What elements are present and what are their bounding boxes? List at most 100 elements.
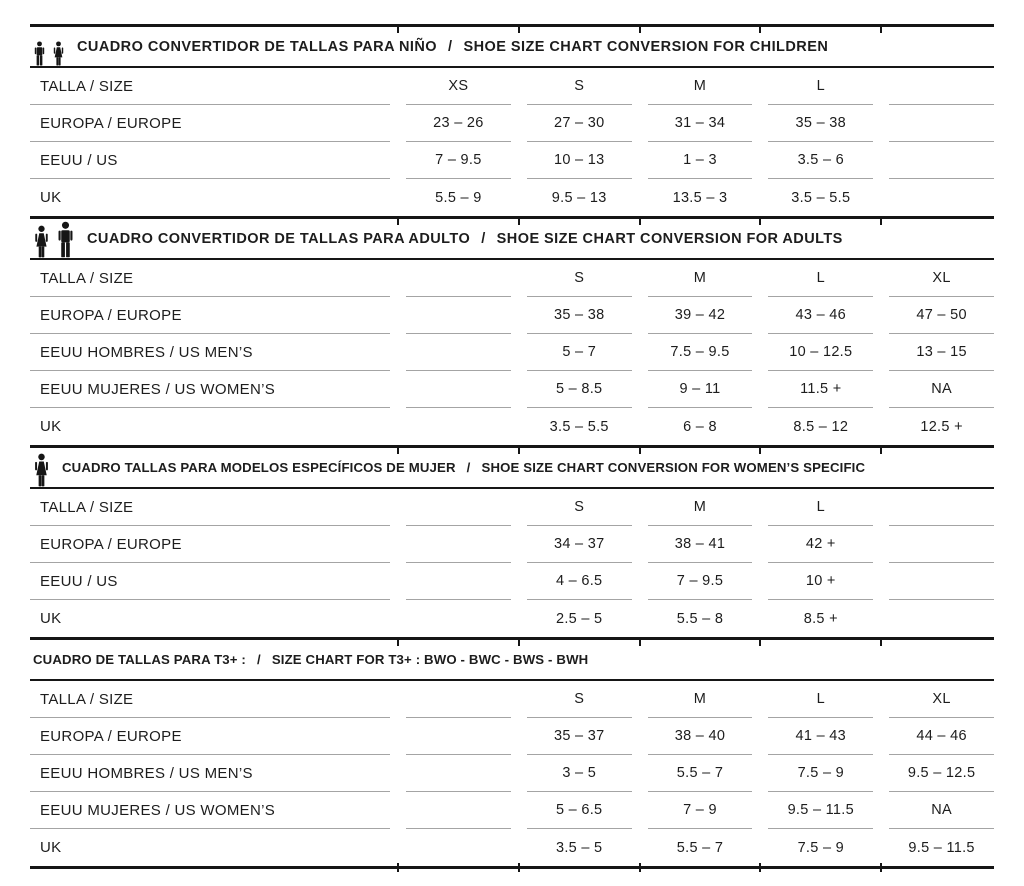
size-value-cell: S (526, 68, 632, 105)
section-title-es: CUADRO DE TALLAS PARA T3+ : (33, 652, 246, 667)
size-value-cell: 7.5 – 9 (768, 755, 874, 792)
size-value-cell (406, 681, 511, 718)
size-value-cell: L (768, 68, 874, 105)
column-tick-mark (518, 24, 520, 33)
size-value-cell: 43 – 46 (768, 297, 874, 334)
size-value-cell: M (647, 489, 753, 526)
size-chart-section-women-specific: CUADRO TALLAS PARA MODELOS ESPECÍFICOS D… (30, 445, 994, 637)
size-value-cell (889, 105, 994, 142)
section-title-es: CUADRO CONVERTIDOR DE TALLAS PARA ADULTO (87, 230, 471, 247)
size-value-cell (889, 563, 994, 600)
size-value-cell: S (526, 260, 632, 297)
size-value-cell (406, 408, 511, 445)
title-separator: / (481, 230, 486, 247)
size-value-cell: 9.5 – 13 (551, 189, 607, 206)
size-value-cell: 39 – 42 (647, 297, 753, 334)
size-value-cell: L (768, 681, 874, 718)
size-table: TALLA / SIZE XS S M L EUROPA / EUROPE 23 – 26 2… (30, 68, 994, 216)
section-icons (33, 41, 65, 66)
section-header: CUADRO CONVERTIDOR DE TALLAS PARA ADULTO… (30, 219, 994, 260)
row-label: EEUU MUJERES / US WOMEN’S (30, 371, 390, 408)
man-icon (56, 221, 75, 258)
size-value-cell: 13 – 15 (889, 334, 994, 371)
size-value-cell: 9.5 – 12.5 (889, 755, 994, 792)
size-value-cell: 3.5 – 5.5 (549, 418, 609, 435)
column-tick-mark (759, 216, 761, 225)
section-title-en: SIZE CHART FOR T3+ : BWO - BWC - BWS - B… (271, 652, 589, 667)
size-value-cell: 8.5 + (803, 610, 838, 627)
row-label: EUROPA / EUROPE (30, 718, 390, 755)
size-value-cell (406, 792, 511, 829)
size-value-cell: 34 – 37 (526, 526, 632, 563)
size-value-cell: 7 – 9.5 (647, 563, 753, 600)
section-title-es: CUADRO CONVERTIDOR DE TALLAS PARA NIÑO (77, 38, 437, 55)
size-value-cell: 9.5 – 11.5 (908, 839, 975, 856)
column-tick-mark (880, 863, 882, 872)
column-tick-mark (518, 216, 520, 225)
size-value-cell (889, 600, 994, 637)
column-tick-mark (397, 24, 399, 33)
column-tick-mark (759, 445, 761, 454)
size-value-cell: 35 – 38 (526, 297, 632, 334)
size-value-cell: 3.5 – 5 (555, 839, 603, 856)
size-value-cell (889, 526, 994, 563)
size-value-cell: 3 – 5 (526, 755, 632, 792)
row-label: TALLA / SIZE (30, 260, 390, 297)
size-value-cell: XL (889, 681, 994, 718)
size-value-cell: S (526, 681, 632, 718)
size-value-cell: 44 – 46 (889, 718, 994, 755)
size-value-cell (406, 829, 511, 866)
size-value-cell: 38 – 40 (647, 718, 753, 755)
section-header: CUADRO CONVERTIDOR DE TALLAS PARA NIÑO / S… (30, 27, 994, 68)
size-value-cell: 10 – 12.5 (768, 334, 874, 371)
row-label: TALLA / SIZE (30, 489, 390, 526)
size-value-cell (889, 68, 994, 105)
size-table: TALLA / SIZE S M L EUROPA / EUROPE 34 – 37 38 … (30, 489, 994, 637)
size-value-cell (406, 526, 511, 563)
section-title-en: SHOE SIZE CHART CONVERSION FOR WOMEN’S S… (481, 460, 866, 475)
size-value-cell: 1 – 3 (647, 142, 753, 179)
column-tick-mark (639, 445, 641, 454)
size-value-cell: 11.5 + (768, 371, 874, 408)
row-label: TALLA / SIZE (30, 68, 390, 105)
column-tick-mark (880, 24, 882, 33)
size-value-cell: 5.5 – 7 (647, 755, 753, 792)
size-value-cell: 4 – 6.5 (526, 563, 632, 600)
size-value-cell: 42 + (768, 526, 874, 563)
row-label: EUROPA / EUROPE (30, 297, 390, 334)
column-tick-mark (880, 445, 882, 454)
size-value-cell (406, 260, 511, 297)
size-value-cell: 2.5 – 5 (555, 610, 603, 627)
girl-icon (52, 41, 65, 66)
size-value-cell: 27 – 30 (526, 105, 632, 142)
size-value-cell: M (647, 68, 753, 105)
section-title: CUADRO CONVERTIDOR DE TALLAS PARA NIÑO / S… (77, 39, 828, 55)
row-label: EEUU / US (30, 142, 390, 179)
woman-icon (33, 225, 50, 258)
section-title: CUADRO CONVERTIDOR DE TALLAS PARA ADULTO… (87, 231, 843, 247)
size-value-cell: 5 – 8.5 (526, 371, 632, 408)
section-header: CUADRO TALLAS PARA MODELOS ESPECÍFICOS D… (30, 448, 994, 489)
section-title-en: SHOE SIZE CHART CONVERSION FOR CHILDREN (463, 38, 829, 55)
size-value-cell: 9 – 11 (647, 371, 753, 408)
size-value-cell: 7 – 9 (647, 792, 753, 829)
size-value-cell: 5 – 7 (526, 334, 632, 371)
row-label: EUROPA / EUROPE (30, 105, 390, 142)
size-value-cell: 5.5 – 8 (676, 610, 724, 627)
size-value-cell: NA (889, 792, 994, 829)
size-value-cell: 10 + (768, 563, 874, 600)
size-value-cell: 41 – 43 (768, 718, 874, 755)
column-tick-mark (518, 637, 520, 646)
size-chart-section-children: CUADRO CONVERTIDOR DE TALLAS PARA NIÑO / S… (30, 24, 994, 216)
size-value-cell: L (768, 260, 874, 297)
size-value-cell: 7 – 9.5 (406, 142, 511, 179)
row-label: EUROPA / EUROPE (30, 526, 390, 563)
size-value-cell: 12.5 + (920, 418, 963, 435)
size-value-cell: M (647, 681, 753, 718)
column-tick-mark (397, 216, 399, 225)
section-title-en: SHOE SIZE CHART CONVERSION FOR ADULTS (496, 230, 843, 247)
section-title-es: CUADRO TALLAS PARA MODELOS ESPECÍFICOS D… (62, 460, 456, 475)
size-value-cell: 5.5 – 9 (435, 189, 482, 206)
row-label: TALLA / SIZE (30, 681, 390, 718)
